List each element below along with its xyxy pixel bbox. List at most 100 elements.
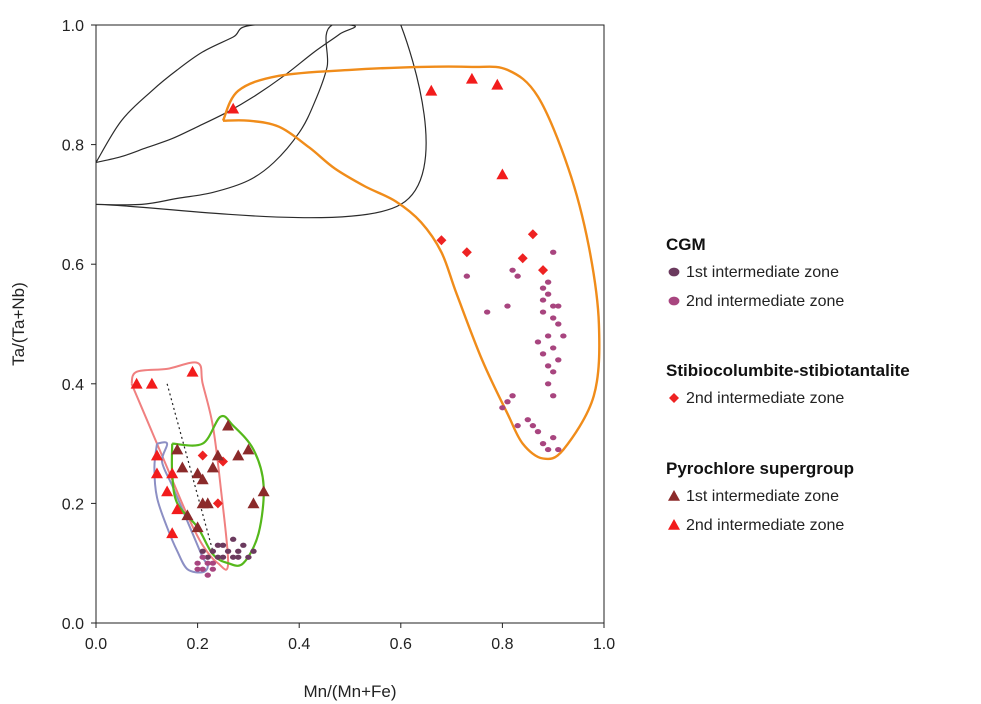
y-tick-label: 0.6: [62, 257, 84, 274]
data-point-circle-0-11: [229, 554, 237, 560]
data-point-triangle-3-3: [191, 467, 204, 479]
data-point-triangle-4-4: [150, 467, 163, 479]
data-point-triangle-4-2: [186, 365, 199, 377]
data-point-circle-1-3: [209, 566, 217, 572]
x-tick-label: 0.6: [390, 636, 412, 653]
y-tick-label: 0.0: [62, 616, 84, 633]
data-point-triangle-4-6: [166, 467, 179, 479]
data-point-circle-1-0: [194, 560, 201, 566]
data-point-diamond-2-4: [538, 265, 549, 276]
data-point-circle-1-4: [199, 554, 206, 560]
data-point-circle-1-5: [204, 572, 211, 578]
data-point-circle-1-20: [539, 441, 547, 447]
data-point-circle-1-26: [550, 303, 557, 309]
legend-item-label: 2nd intermediate zone: [686, 390, 844, 407]
data-point-circle-1-34: [534, 339, 542, 345]
data-point-triangle-3-9: [222, 419, 235, 431]
data-point-circle-0-9: [250, 548, 257, 554]
data-point-diamond-2-3: [517, 253, 528, 264]
data-point-diamond-2-5: [197, 450, 208, 461]
plot-area-frame: [95, 24, 605, 624]
x-tick-label: 1.0: [593, 636, 615, 653]
data-point-circle-1-14: [514, 423, 521, 429]
data-point-triangle-4-11: [465, 72, 478, 84]
x-tick-label: 0.4: [288, 636, 310, 653]
data-point-circle-1-1: [199, 566, 206, 572]
data-point-circle-1-17: [524, 417, 531, 423]
data-point-circle-1-32: [550, 369, 557, 375]
data-point-diamond-2-1: [461, 247, 472, 258]
data-point-triangle-3-0: [171, 443, 184, 455]
data-point-circle-1-40: [550, 249, 557, 255]
legend-marker-triangle: [668, 490, 680, 501]
data-point-circle-1-43: [550, 315, 557, 321]
data-point-triangle-4-5: [161, 485, 174, 497]
data-point-circle-1-24: [539, 285, 547, 291]
x-tick-label: 0.8: [491, 636, 513, 653]
data-point-circle-1-38: [555, 303, 562, 309]
data-point-circle-1-36: [550, 393, 557, 399]
data-point-diamond-2-6: [212, 498, 223, 509]
x-axis-title: Mn/(Mn+Fe): [303, 682, 396, 701]
data-point-circle-1-28: [544, 333, 552, 339]
x-tick-label: 0.2: [186, 636, 208, 653]
data-point-triangle-3-6: [201, 497, 214, 509]
data-point-circle-1-30: [539, 351, 547, 357]
data-point-circle-0-3: [219, 542, 227, 548]
data-point-circle-1-8: [463, 273, 471, 279]
data-point-circle-1-15: [509, 267, 516, 273]
data-point-triangle-4-8: [171, 503, 184, 515]
data-point-triangle-3-1: [176, 461, 189, 473]
data-point-triangle-3-11: [242, 443, 255, 455]
data-point-circle-0-4: [224, 548, 232, 554]
data-points: [130, 72, 567, 578]
data-point-triangle-4-10: [425, 84, 438, 96]
y-axis-ticks: 0.0 0.2 0.4 0.6 0.8 1.0: [62, 18, 96, 633]
data-point-circle-1-10: [504, 303, 511, 309]
trend-lines: [166, 383, 214, 552]
data-point-triangle-3-4: [196, 473, 209, 485]
data-point-circle-0-8: [245, 554, 252, 560]
data-point-circle-1-25: [544, 291, 552, 297]
data-point-circle-1-2: [204, 560, 211, 566]
data-point-circle-0-10: [219, 554, 227, 560]
data-point-triangle-4-13: [496, 168, 509, 180]
trend-line-0: [166, 383, 214, 552]
data-point-circle-1-37: [544, 381, 552, 387]
data-point-triangle-4-7: [166, 527, 179, 539]
data-point-circle-1-11: [504, 399, 511, 405]
data-point-circle-1-19: [534, 429, 542, 435]
legend-marker-diamond: [669, 393, 679, 403]
data-point-triangle-3-10: [232, 449, 245, 461]
data-point-circle-0-13: [235, 554, 242, 560]
data-point-circle-1-42: [539, 297, 547, 303]
data-point-circle-1-35: [539, 309, 547, 315]
legend-heading: Pyrochlore supergroup: [666, 459, 854, 478]
data-point-circle-1-23: [555, 446, 562, 453]
data-point-triangle-3-2: [181, 509, 194, 521]
data-point-circle-0-7: [240, 542, 247, 548]
field-outline-4: [153, 441, 209, 574]
data-point-triangle-3-8: [211, 449, 224, 461]
data-point-circle-1-9: [483, 309, 491, 315]
field-outline-1: [96, 25, 427, 219]
data-point-diamond-2-2: [527, 229, 538, 240]
data-point-diamond-2-0: [436, 235, 447, 246]
legend-marker-circle: [668, 267, 680, 277]
data-point-circle-1-21: [544, 446, 552, 453]
y-tick-label: 0.8: [62, 138, 84, 155]
data-point-circle-0-12: [214, 542, 222, 548]
y-tick-label: 0.4: [62, 377, 84, 394]
legend-marker-triangle: [668, 519, 680, 530]
field-outline-2: [221, 65, 601, 461]
data-point-circle-1-13: [509, 393, 516, 399]
data-point-circle-1-16: [514, 273, 521, 279]
data-point-circle-1-12: [499, 405, 506, 411]
data-point-circle-1-41: [544, 279, 552, 285]
data-point-circle-1-6: [209, 560, 217, 566]
legend-item-label: 2nd intermediate zone: [686, 293, 844, 310]
legend-heading: Stibiocolumbite-stibiotantalite: [666, 361, 910, 380]
data-point-triangle-4-12: [491, 78, 504, 90]
field-outlines: [96, 25, 601, 574]
